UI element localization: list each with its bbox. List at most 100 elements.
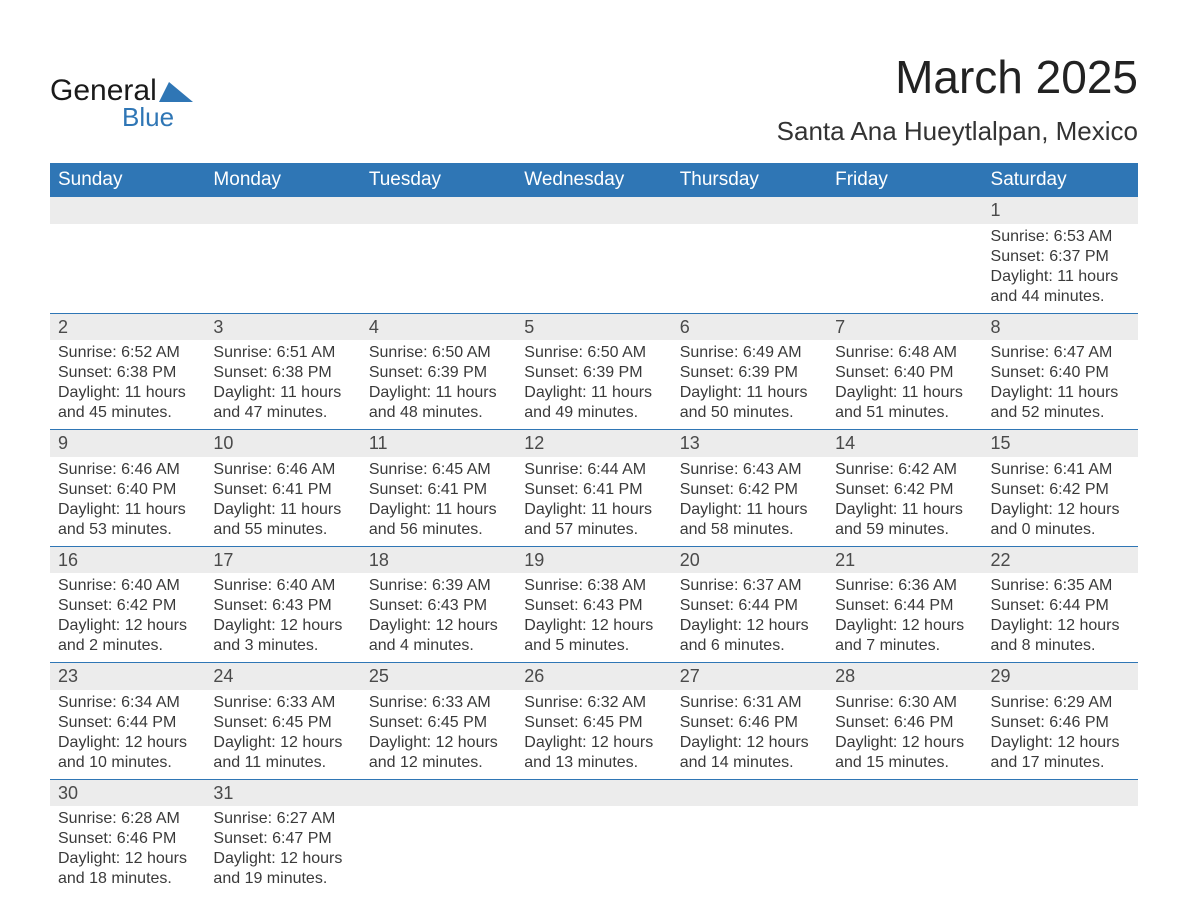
- detail-line: Sunset: 6:42 PM: [991, 480, 1130, 500]
- detail-line: Sunrise: 6:39 AM: [369, 576, 508, 596]
- page-title: March 2025: [777, 50, 1138, 104]
- detail-line: and 17 minutes.: [991, 753, 1130, 773]
- day-number-cell: 20: [672, 546, 827, 573]
- detail-line: and 57 minutes.: [524, 520, 663, 540]
- day-number-cell: 2: [50, 313, 205, 340]
- day-details-row: Sunrise: 6:34 AMSunset: 6:44 PMDaylight:…: [50, 690, 1138, 780]
- detail-line: Sunrise: 6:47 AM: [991, 343, 1130, 363]
- detail-line: and 44 minutes.: [991, 287, 1130, 307]
- detail-line: Sunset: 6:38 PM: [213, 363, 352, 383]
- day-details-row: Sunrise: 6:52 AMSunset: 6:38 PMDaylight:…: [50, 340, 1138, 430]
- detail-line: Sunrise: 6:44 AM: [524, 460, 663, 480]
- detail-line: Sunrise: 6:38 AM: [524, 576, 663, 596]
- detail-line: Sunset: 6:38 PM: [58, 363, 197, 383]
- detail-line: and 4 minutes.: [369, 636, 508, 656]
- day-details-cell: [361, 224, 516, 314]
- detail-line: Sunset: 6:44 PM: [680, 596, 819, 616]
- detail-line: Sunrise: 6:32 AM: [524, 693, 663, 713]
- detail-line: Sunset: 6:41 PM: [524, 480, 663, 500]
- detail-line: and 12 minutes.: [369, 753, 508, 773]
- day-details-cell: [827, 806, 982, 895]
- day-details-cell: Sunrise: 6:42 AMSunset: 6:42 PMDaylight:…: [827, 457, 982, 547]
- day-details-cell: Sunrise: 6:29 AMSunset: 6:46 PMDaylight:…: [983, 690, 1138, 780]
- day-number-cell: [827, 779, 982, 806]
- day-number-cell: 12: [516, 430, 671, 457]
- day-number-cell: [516, 779, 671, 806]
- detail-line: Sunset: 6:44 PM: [835, 596, 974, 616]
- day-details-row: Sunrise: 6:46 AMSunset: 6:40 PMDaylight:…: [50, 457, 1138, 547]
- day-number-cell: 24: [205, 663, 360, 690]
- detail-line: Sunset: 6:41 PM: [213, 480, 352, 500]
- day-details-cell: [516, 806, 671, 895]
- detail-line: and 15 minutes.: [835, 753, 974, 773]
- logo-flag-icon: [159, 80, 193, 102]
- detail-line: and 6 minutes.: [680, 636, 819, 656]
- day-details-cell: Sunrise: 6:33 AMSunset: 6:45 PMDaylight:…: [205, 690, 360, 780]
- day-number-cell: 1: [983, 197, 1138, 224]
- day-details-cell: [827, 224, 982, 314]
- day-details-cell: Sunrise: 6:32 AMSunset: 6:45 PMDaylight:…: [516, 690, 671, 780]
- day-details-cell: Sunrise: 6:53 AMSunset: 6:37 PMDaylight:…: [983, 224, 1138, 314]
- day-number-cell: 17: [205, 546, 360, 573]
- day-details-row: Sunrise: 6:28 AMSunset: 6:46 PMDaylight:…: [50, 806, 1138, 895]
- detail-line: Sunset: 6:40 PM: [835, 363, 974, 383]
- day-header: Monday: [205, 163, 360, 197]
- title-block: March 2025 Santa Ana Hueytlalpan, Mexico: [777, 50, 1138, 155]
- detail-line: Daylight: 12 hours: [213, 733, 352, 753]
- detail-line: Sunset: 6:47 PM: [213, 829, 352, 849]
- detail-line: Daylight: 12 hours: [991, 733, 1130, 753]
- detail-line: and 58 minutes.: [680, 520, 819, 540]
- detail-line: Sunset: 6:42 PM: [58, 596, 197, 616]
- detail-line: Daylight: 11 hours: [991, 383, 1130, 403]
- detail-line: Daylight: 11 hours: [524, 383, 663, 403]
- detail-line: Sunrise: 6:48 AM: [835, 343, 974, 363]
- day-number-cell: 11: [361, 430, 516, 457]
- day-header: Friday: [827, 163, 982, 197]
- day-details-cell: Sunrise: 6:47 AMSunset: 6:40 PMDaylight:…: [983, 340, 1138, 430]
- day-details-cell: Sunrise: 6:31 AMSunset: 6:46 PMDaylight:…: [672, 690, 827, 780]
- header: General Blue March 2025 Santa Ana Hueytl…: [50, 50, 1138, 155]
- day-details-cell: [983, 806, 1138, 895]
- day-number-cell: 6: [672, 313, 827, 340]
- detail-line: Daylight: 11 hours: [213, 500, 352, 520]
- detail-line: Sunset: 6:41 PM: [369, 480, 508, 500]
- day-number-cell: 3: [205, 313, 360, 340]
- detail-line: Daylight: 11 hours: [524, 500, 663, 520]
- day-number-cell: 16: [50, 546, 205, 573]
- day-details-cell: [205, 224, 360, 314]
- detail-line: and 45 minutes.: [58, 403, 197, 423]
- day-details-cell: Sunrise: 6:43 AMSunset: 6:42 PMDaylight:…: [672, 457, 827, 547]
- detail-line: Sunrise: 6:45 AM: [369, 460, 508, 480]
- detail-line: Sunset: 6:46 PM: [991, 713, 1130, 733]
- detail-line: Sunrise: 6:50 AM: [524, 343, 663, 363]
- day-number-cell: 4: [361, 313, 516, 340]
- detail-line: Daylight: 11 hours: [835, 500, 974, 520]
- detail-line: Daylight: 12 hours: [835, 616, 974, 636]
- detail-line: Daylight: 12 hours: [369, 733, 508, 753]
- detail-line: Daylight: 12 hours: [524, 733, 663, 753]
- detail-line: and 47 minutes.: [213, 403, 352, 423]
- detail-line: Sunset: 6:46 PM: [58, 829, 197, 849]
- day-number-row: 1: [50, 197, 1138, 224]
- day-details-cell: Sunrise: 6:34 AMSunset: 6:44 PMDaylight:…: [50, 690, 205, 780]
- logo: General Blue: [50, 50, 193, 133]
- detail-line: Sunrise: 6:33 AM: [213, 693, 352, 713]
- detail-line: Sunrise: 6:41 AM: [991, 460, 1130, 480]
- day-header: Thursday: [672, 163, 827, 197]
- detail-line: Sunrise: 6:36 AM: [835, 576, 974, 596]
- day-number-cell: [516, 197, 671, 224]
- day-number-row: 2345678: [50, 313, 1138, 340]
- detail-line: Sunrise: 6:27 AM: [213, 809, 352, 829]
- detail-line: and 53 minutes.: [58, 520, 197, 540]
- day-number-cell: 27: [672, 663, 827, 690]
- detail-line: Daylight: 11 hours: [991, 267, 1130, 287]
- detail-line: Sunset: 6:39 PM: [680, 363, 819, 383]
- day-details-cell: [50, 224, 205, 314]
- detail-line: and 48 minutes.: [369, 403, 508, 423]
- day-details-cell: Sunrise: 6:40 AMSunset: 6:42 PMDaylight:…: [50, 573, 205, 663]
- detail-line: Sunrise: 6:35 AM: [991, 576, 1130, 596]
- detail-line: Daylight: 11 hours: [58, 500, 197, 520]
- day-details-cell: Sunrise: 6:52 AMSunset: 6:38 PMDaylight:…: [50, 340, 205, 430]
- day-number-cell: [205, 197, 360, 224]
- detail-line: Daylight: 12 hours: [991, 616, 1130, 636]
